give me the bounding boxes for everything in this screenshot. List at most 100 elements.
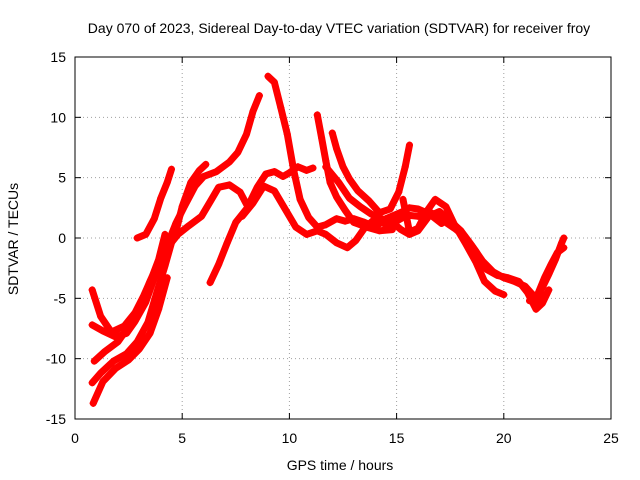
data-point-marker bbox=[405, 141, 413, 149]
y-tick-label: -5 bbox=[54, 290, 67, 306]
data-point-marker bbox=[345, 175, 353, 183]
data-point-marker bbox=[365, 197, 373, 205]
data-point-marker bbox=[133, 234, 141, 242]
data-point-marker bbox=[260, 182, 268, 190]
data-point-marker bbox=[243, 130, 251, 138]
data-point-marker bbox=[213, 168, 221, 176]
data-point-marker bbox=[367, 210, 375, 218]
data-point-marker bbox=[270, 168, 278, 176]
series-line bbox=[133, 165, 175, 242]
data-point-marker bbox=[234, 148, 242, 156]
data-point-marker bbox=[352, 236, 360, 244]
data-point-marker bbox=[390, 211, 398, 219]
data-point-marker bbox=[270, 187, 278, 195]
data-point-marker bbox=[322, 221, 330, 229]
data-point-marker bbox=[225, 181, 233, 189]
x-tick-label: 15 bbox=[389, 430, 405, 446]
data-point-marker bbox=[90, 357, 98, 365]
y-axis-label: SDTVAR / TECUs bbox=[5, 183, 21, 295]
series-arc-16 bbox=[440, 217, 553, 313]
series-arc-18 bbox=[532, 234, 568, 302]
data-point-marker bbox=[88, 321, 96, 329]
y-tick-label: 10 bbox=[50, 109, 66, 125]
data-point-marker bbox=[545, 286, 553, 294]
data-point-marker bbox=[545, 270, 553, 278]
data-point-marker bbox=[322, 230, 330, 238]
data-point-marker bbox=[97, 312, 105, 320]
data-point-marker bbox=[322, 163, 330, 171]
data-point-marker bbox=[318, 134, 326, 142]
series-arc-14 bbox=[399, 195, 508, 299]
data-point-marker bbox=[515, 277, 523, 285]
data-point-marker bbox=[431, 195, 439, 203]
data-point-marker bbox=[532, 294, 540, 302]
data-point-marker bbox=[523, 288, 531, 296]
data-point-marker bbox=[152, 290, 160, 298]
data-point-marker bbox=[388, 218, 396, 226]
data-point-marker bbox=[225, 158, 233, 166]
data-point-marker bbox=[354, 187, 362, 195]
x-tick-label: 10 bbox=[282, 430, 298, 446]
data-point-marker bbox=[163, 274, 171, 282]
data-point-marker bbox=[296, 195, 304, 203]
y-tick-label: 0 bbox=[58, 230, 66, 246]
data-point-marker bbox=[97, 369, 105, 377]
data-point-marker bbox=[472, 247, 480, 255]
y-axis-ticks: -15 -10 -5 0 5 10 15 bbox=[46, 49, 611, 427]
data-point-marker bbox=[249, 199, 257, 207]
data-point-marker bbox=[215, 183, 223, 191]
data-point-marker bbox=[99, 378, 107, 386]
data-point-marker bbox=[238, 212, 246, 220]
x-tick-label: 25 bbox=[603, 430, 619, 446]
data-point-marker bbox=[142, 230, 150, 238]
data-point-marker bbox=[163, 178, 171, 186]
data-point-marker bbox=[110, 357, 118, 365]
data-point-marker bbox=[450, 224, 458, 232]
data-point-marker bbox=[504, 274, 512, 282]
data-point-marker bbox=[223, 239, 231, 247]
data-point-marker bbox=[386, 205, 394, 213]
data-point-marker bbox=[363, 223, 371, 231]
data-point-marker bbox=[137, 299, 145, 307]
data-point-marker bbox=[112, 364, 120, 372]
data-point-marker bbox=[313, 111, 321, 119]
data-point-marker bbox=[333, 193, 341, 201]
series-arc-8 bbox=[206, 163, 317, 287]
data-point-marker bbox=[345, 194, 353, 202]
data-point-marker bbox=[292, 223, 300, 231]
data-point-marker bbox=[414, 205, 422, 213]
data-point-marker bbox=[157, 262, 165, 270]
series-line bbox=[89, 274, 171, 407]
data-point-marker bbox=[206, 198, 214, 206]
data-point-marker bbox=[378, 215, 386, 223]
data-point-marker bbox=[89, 399, 97, 407]
data-point-marker bbox=[322, 157, 330, 165]
series-line bbox=[313, 111, 396, 235]
data-point-marker bbox=[88, 379, 96, 387]
data-point-marker bbox=[155, 305, 163, 313]
x-axis-label: GPS time / hours bbox=[287, 457, 394, 473]
data-point-marker bbox=[122, 350, 130, 358]
data-point-marker bbox=[202, 160, 210, 168]
series-arc-10 bbox=[264, 72, 439, 231]
series-arc-5 bbox=[89, 274, 171, 407]
data-point-marker bbox=[215, 261, 223, 269]
data-point-marker bbox=[163, 247, 171, 255]
data-point-marker bbox=[397, 226, 405, 234]
data-point-marker bbox=[249, 107, 257, 115]
data-point-marker bbox=[232, 218, 240, 226]
data-point-marker bbox=[197, 212, 205, 220]
series-arc-6 bbox=[133, 165, 175, 242]
data-point-marker bbox=[343, 244, 351, 252]
data-point-marker bbox=[309, 164, 317, 172]
data-point-marker bbox=[481, 277, 489, 285]
data-point-marker bbox=[388, 226, 396, 234]
data-point-marker bbox=[277, 104, 285, 112]
data-point-marker bbox=[526, 297, 534, 305]
data-point-marker bbox=[305, 213, 313, 221]
data-point-marker bbox=[200, 172, 208, 180]
data-point-marker bbox=[303, 166, 311, 174]
data-point-marker bbox=[538, 299, 546, 307]
data-point-marker bbox=[551, 256, 559, 264]
y-tick-label: 15 bbox=[50, 49, 66, 65]
